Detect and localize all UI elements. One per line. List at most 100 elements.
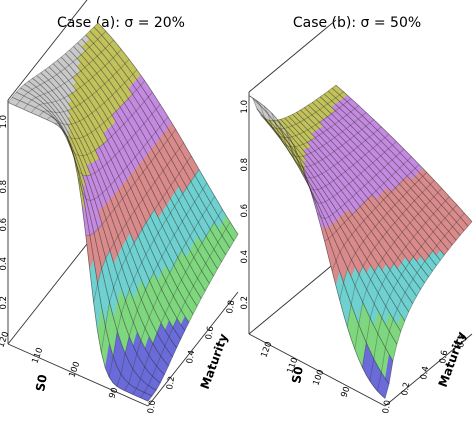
panel-a-y-axis-label: Maturity [198, 332, 231, 391]
mesh-line-maturity [56, 60, 198, 307]
mesh-line-maturity [335, 84, 473, 222]
mesh-line-s0 [116, 182, 208, 387]
mesh-line-maturity [292, 114, 429, 278]
mesh-line-maturity [272, 120, 410, 312]
mesh-line-maturity [300, 109, 437, 266]
mesh-line-maturity [65, 53, 206, 292]
panel-b-x-axis-line [248, 333, 386, 407]
mesh-line-s0 [23, 39, 114, 110]
mesh-line-s0 [293, 126, 382, 179]
mesh-line-maturity [93, 26, 235, 242]
mesh-line-maturity [16, 91, 157, 391]
mesh-line-maturity [52, 63, 194, 315]
panel-a-back-top-line [7, 0, 88, 101]
mesh-line-maturity [73, 46, 214, 277]
panel-b-y-axis-line [384, 333, 473, 407]
panel-b-y-tick-label: 0.4 [419, 365, 431, 380]
panel-a-mesh [7, 22, 239, 402]
panel-b-x-tick-label: 120 [259, 340, 274, 359]
mesh-line-s0 [31, 49, 122, 114]
mesh-line-maturity [11, 96, 153, 397]
mesh-line-s0 [384, 221, 473, 399]
mesh-line-maturity [60, 56, 202, 299]
panel-a-title: Case (a): σ = 20% [57, 15, 185, 31]
panel-b-back-top-line [248, 19, 337, 93]
mesh-line-maturity [81, 38, 222, 262]
mesh-line-maturity [69, 49, 210, 284]
mesh-line-s0 [278, 112, 367, 157]
mesh-line-s0 [346, 180, 435, 327]
mesh-line-s0 [93, 142, 184, 303]
mesh-line-s0 [38, 59, 130, 117]
mesh-line-s0 [7, 22, 99, 103]
mesh-line-maturity [304, 107, 441, 261]
panel-b-title: Case (b): σ = 50% [293, 15, 421, 31]
mesh-line-maturity [28, 80, 169, 367]
mesh-line-maturity [20, 87, 161, 384]
mesh-line-s0 [108, 169, 200, 378]
mesh-line-s0 [377, 212, 465, 392]
panel-b-z-tick-label: 0.2 [240, 296, 250, 310]
mesh-line-maturity [284, 117, 421, 290]
mesh-line-s0 [256, 91, 344, 130]
mesh-line-maturity [256, 108, 394, 362]
mesh-line-maturity [248, 95, 386, 399]
panel-a-x-axis-line [7, 343, 149, 407]
panel-b-box [248, 19, 473, 407]
panel-a-box [7, 0, 239, 407]
panel-a-y-axis-line [147, 291, 239, 407]
panel-b: Case (b): σ = 50% 0.2 0.4 0.6 0.8 1.0 12… [240, 15, 473, 415]
mesh-line-s0 [286, 119, 375, 168]
panel-a-y-tick-label: 0.8 [225, 299, 237, 314]
mesh-line-s0 [324, 156, 412, 242]
mesh-line-s0 [77, 116, 169, 201]
panel-b-x-tick-label: 100 [311, 368, 326, 387]
panel-a-z-tick-label: 0.2 [0, 296, 9, 310]
mesh-line-s0 [62, 92, 153, 157]
mesh-line-maturity [280, 119, 417, 297]
mesh-line-s0 [263, 98, 352, 138]
panel-a-z-tick-label: 0.4 [0, 257, 9, 271]
mesh-line-maturity [296, 112, 433, 272]
mesh-line-s0 [46, 69, 138, 125]
panel-a-z-tick-label: 0.6 [0, 218, 9, 232]
mesh-line-s0 [100, 155, 192, 353]
mesh-line-maturity [315, 99, 453, 246]
mesh-line-maturity [48, 66, 190, 323]
mesh-line-maturity [276, 119, 414, 304]
panel-b-y-tick-label: 0.0 [381, 399, 393, 414]
panel-b-x-tick-label: 90 [339, 385, 352, 399]
mesh-line-s0 [15, 30, 107, 107]
mesh-line-s0 [301, 133, 390, 191]
mesh-line-maturity [327, 90, 465, 232]
panel-b-z-ticks: 0.2 0.4 0.6 0.8 1.0 [240, 100, 250, 310]
mesh-line-maturity [40, 72, 182, 340]
mesh-line-maturity [24, 83, 165, 375]
mesh-line-s0 [331, 164, 420, 272]
mesh-line-s0 [369, 204, 458, 382]
panel-a-y-ticks: 0.0 0.2 0.4 0.6 0.8 [146, 299, 237, 414]
panel-a-y-tick-label: 0.4 [185, 349, 197, 364]
mesh-line-s0 [339, 172, 427, 301]
panel-a-surface [7, 22, 239, 402]
panel-b-y-tick-label: 0.2 [400, 381, 412, 396]
mesh-line-maturity [260, 114, 398, 345]
mesh-line-maturity [312, 102, 449, 251]
panel-a-x-tick-label: 110 [30, 346, 45, 365]
mesh-line-maturity [85, 34, 227, 256]
mesh-line-maturity [264, 118, 402, 332]
panel-a-back-floor-line [7, 229, 99, 345]
mesh-line-s0 [309, 141, 397, 204]
panel-a-y-tick-label: 0.2 [165, 375, 177, 390]
mesh-line-maturity [77, 42, 218, 270]
mesh-line-maturity [268, 119, 406, 322]
panel-a-z-ticks: 0.2 0.4 0.6 0.8 1.0 [0, 115, 9, 310]
mesh-line-maturity [7, 102, 149, 402]
mesh-line-s0 [69, 104, 161, 177]
mesh-line-maturity [288, 116, 425, 284]
mesh-line-s0 [132, 209, 223, 395]
panel-b-x-axis-label: S0 [289, 365, 306, 384]
mesh-line-s0 [54, 80, 145, 140]
panel-a-y-tick-label: 0.0 [146, 399, 158, 414]
